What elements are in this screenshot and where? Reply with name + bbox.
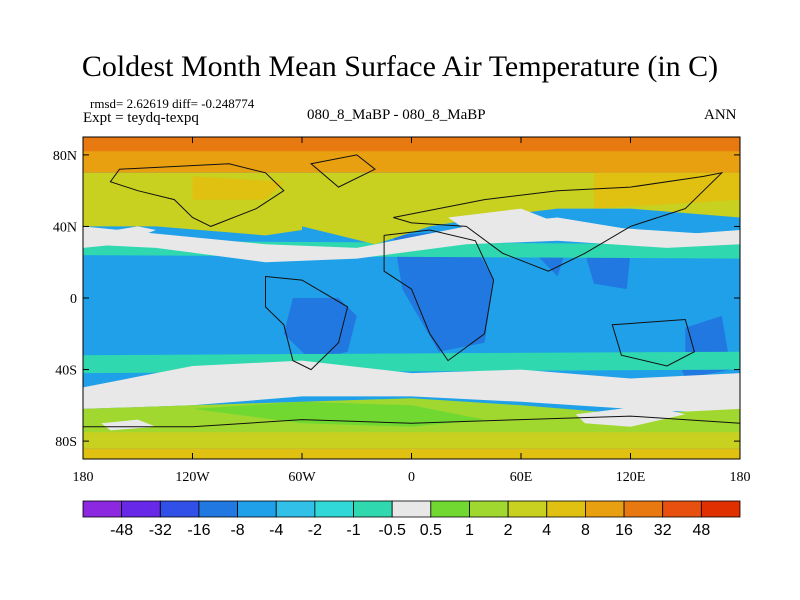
- field-region-22: [83, 137, 740, 152]
- colorbar-label-13: 16: [615, 522, 633, 539]
- colorbar-label-8: 0.5: [420, 522, 442, 539]
- x-tick-label-6: 180: [730, 470, 751, 485]
- land-outline-4: [611, 318, 695, 367]
- colorbar-box-7: [353, 500, 393, 518]
- field-region-15: [101, 419, 156, 431]
- colorbar-label-3: -8: [230, 522, 244, 539]
- land-outline-5: [83, 415, 740, 459]
- x-tick-label-2: 60W: [288, 470, 316, 485]
- field-region-19: [594, 172, 740, 209]
- land-outline-2: [383, 229, 495, 362]
- field-region-1: [283, 298, 357, 361]
- x-tick-label-5: 120E: [616, 470, 646, 485]
- x-tick-label-1: 120W: [175, 470, 210, 485]
- colorbar-box-1: [121, 500, 161, 518]
- colorbar-label-6: -1: [346, 522, 360, 539]
- field-region-0: [83, 244, 740, 370]
- colorbar-box-11: [507, 500, 548, 518]
- temperature-field: [83, 137, 740, 459]
- colorbar-label-9: 1: [465, 522, 474, 539]
- x-tick-label-0: 180: [73, 470, 94, 485]
- colorbar-label-1: -32: [149, 522, 172, 539]
- land-outline-0: [109, 163, 285, 227]
- x-tick-label-3: 0: [408, 470, 415, 485]
- colorbar-label-7: -0.5: [378, 522, 406, 539]
- axis-ticks: 180 120W 60W 0 60E 120E 180 80N 40N 0 40S 80S: [53, 137, 751, 485]
- field-region-23: [83, 226, 156, 248]
- colorbar-label-4: -4: [269, 522, 283, 539]
- colorbar-label-14: 32: [654, 522, 672, 539]
- land-outline-3: [393, 171, 724, 272]
- y-tick-label-4: 80S: [55, 435, 77, 450]
- field-region-4: [584, 253, 631, 290]
- continent-outlines: [83, 154, 740, 459]
- colorbar-box-10: [469, 500, 509, 518]
- colorbar-label-12: 8: [581, 522, 590, 539]
- colorbar-box-13: [585, 500, 625, 518]
- colorbar-box-0: [82, 500, 123, 518]
- field-region-10: [83, 360, 740, 415]
- colorbar-label-15: 48: [692, 522, 710, 539]
- y-tick-label-2: 0: [70, 292, 77, 307]
- colorbar-box-12: [546, 500, 586, 518]
- colorbar-box-6: [314, 500, 354, 518]
- colorbar-box-14: [623, 500, 664, 518]
- colorbar-label-0: -48: [110, 522, 133, 539]
- colorbar-box-3: [198, 500, 238, 518]
- colorbar: -48 -32 -16 -8 -4 -2 -1 -0.5 0.5 1 2 4 8 16 32 48: [82, 500, 741, 539]
- field-region-13: [83, 432, 740, 449]
- chart-title: Coldest Month Mean Surface Air Temperatu…: [81, 50, 719, 83]
- cases-text: 080_8_MaBP - 080_8_MaBP: [307, 107, 486, 123]
- colorbar-label-5: -2: [308, 522, 322, 539]
- y-tick-label-1: 40N: [53, 220, 77, 235]
- x-tick-label-4: 60E: [510, 470, 533, 485]
- field-region-9: [83, 217, 740, 263]
- land-outline-1: [265, 275, 349, 371]
- season-text: ANN: [704, 107, 737, 123]
- colorbar-box-8: [391, 500, 432, 518]
- colorbar-label-10: 2: [504, 522, 513, 539]
- colorbar-box-9: [430, 500, 470, 518]
- field-region-2: [393, 230, 494, 352]
- field-region-20: [192, 176, 284, 200]
- colorbar-box-2: [159, 500, 200, 518]
- colorbar-box-5: [275, 500, 316, 518]
- y-tick-label-3: 40S: [55, 364, 77, 379]
- colorbar-label-11: 4: [542, 522, 551, 539]
- colorbar-box-15: [662, 500, 702, 518]
- experiment-text: Expt = teydq-texpq: [83, 110, 199, 126]
- colorbar-box-16: [700, 500, 741, 518]
- colorbar-box-4: [237, 500, 277, 518]
- land-outline-6: [309, 154, 376, 188]
- field-region-24: [448, 208, 558, 234]
- colorbar-label-2: -16: [187, 522, 210, 539]
- field-region-12: [192, 401, 485, 427]
- field-region-25: [594, 226, 740, 245]
- stats-text: rmsd= 2.62619 diff= -0.248774: [90, 96, 255, 111]
- y-tick-label-0: 80N: [53, 149, 77, 164]
